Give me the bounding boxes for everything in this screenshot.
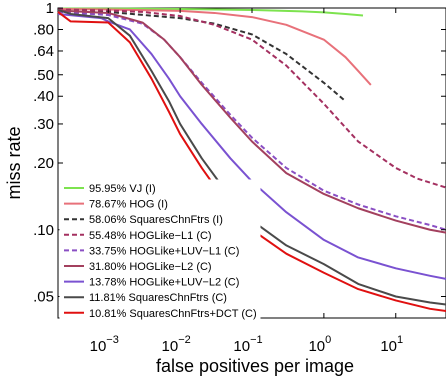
y-tick-label: .40: [33, 88, 54, 105]
x-tick-exponent: 1: [397, 334, 403, 346]
y-tick-label: .20: [33, 155, 54, 172]
x-tick-base: 10: [308, 338, 325, 355]
y-tick-label: 1: [46, 0, 54, 17]
x-tick-label: 101: [380, 334, 403, 355]
y-tick-label: .64: [33, 43, 54, 60]
x-tick-exponent: −1: [250, 334, 263, 346]
x-tick-exponent: 0: [325, 334, 331, 346]
legend-label-2: 78.67% HOG (I): [89, 199, 168, 211]
x-tick-label: 10−1: [233, 334, 262, 355]
legend-label-5: 33.75% HOGLike+LUV−L1 (C): [89, 245, 239, 257]
x-tick-label: 100: [308, 334, 331, 355]
y-axis-label: miss rate: [4, 126, 24, 199]
series-line-8: [57, 8, 446, 306]
x-tick-exponent: −3: [106, 334, 119, 346]
legend-label-9: 10.81% SquaresChnFtrs+DCT (C): [89, 308, 257, 320]
y-tick-label: .80: [33, 21, 54, 38]
legend-label-4: 55.48% HOGLike−L1 (C): [89, 230, 212, 242]
legend-label-8: 11.81% SquaresChnFtrs (C): [89, 292, 227, 304]
x-tick-label: 10−3: [90, 334, 119, 355]
x-tick-base: 10: [380, 338, 397, 355]
y-tick-label: .50: [33, 67, 54, 84]
legend-label-7: 13.78% HOGLike+LUV−L2 (C): [89, 277, 239, 289]
series-line-7: [57, 12, 446, 280]
legend: 95.95% VJ (I) 78.67% HOG (I) 58.06% Square…: [59, 179, 261, 327]
legend-box: [59, 179, 261, 327]
x-tick-base: 10: [233, 338, 250, 355]
series-line-6: [57, 9, 446, 234]
series-line-4: [57, 8, 446, 189]
series-line-3: [57, 9, 347, 102]
x-tick-base: 10: [162, 338, 179, 355]
series-line-2: [57, 7, 372, 86]
y-tick-label: .05: [33, 289, 54, 306]
x-ticks: 10−3 10−2 10−1 100 101: [90, 8, 403, 355]
legend-label-3: 58.06% SquaresChnFtrs (I): [89, 214, 223, 226]
x-tick-base: 10: [90, 338, 107, 355]
y-tick-label: .30: [33, 116, 54, 133]
x-tick-exponent: −2: [178, 334, 191, 346]
x-axis-label: false positives per image: [156, 356, 354, 376]
x-tick-label: 10−2: [162, 334, 191, 355]
legend-label-1: 95.95% VJ (I): [89, 183, 156, 195]
series-line-1: [57, 7, 364, 17]
legend-label-6: 31.80% HOGLike−L2 (C): [89, 261, 212, 273]
y-ticks: 1 .80 .64 .50 .40 .30 .20 .10 .05: [33, 0, 446, 306]
y-tick-label: .10: [33, 222, 54, 239]
